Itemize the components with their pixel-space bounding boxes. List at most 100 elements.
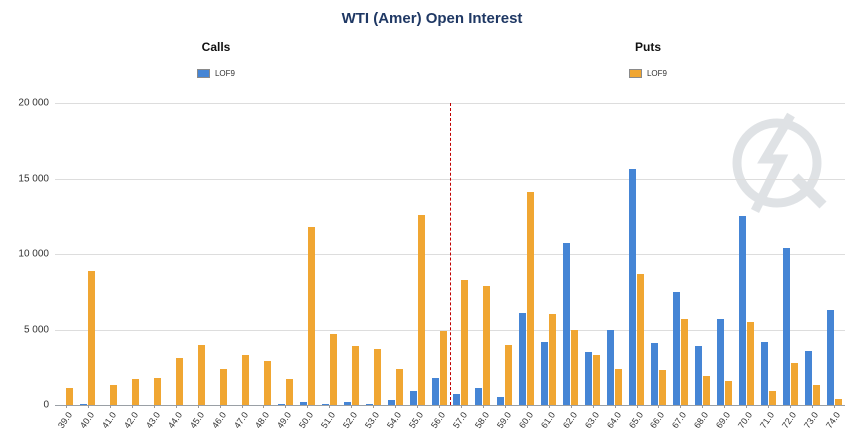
x-tick <box>87 405 89 408</box>
bar-group-56.0 <box>428 103 450 405</box>
bar-puts-42.0 <box>132 379 140 405</box>
puts-legend-group: Puts LOF9 <box>432 40 864 78</box>
bar-puts-63.0 <box>593 355 601 405</box>
x-tick <box>307 405 309 408</box>
bar-group-55.0 <box>406 103 428 405</box>
x-tick <box>812 405 814 408</box>
x-tick <box>636 405 638 408</box>
bar-group-70.0 <box>735 103 757 405</box>
bar-group-64.0 <box>604 103 626 405</box>
bar-group-74.0 <box>823 103 845 405</box>
puts-legend-item[interactable]: LOF9 <box>628 69 667 78</box>
bar-group-60.0 <box>516 103 538 405</box>
bar-calls-66.0 <box>650 343 658 405</box>
bar-calls-73.0 <box>804 350 812 405</box>
legend-row: Calls LOF9 Puts LOF9 <box>0 40 864 78</box>
bar-puts-74.0 <box>834 398 842 405</box>
bar-group-65.0 <box>626 103 648 405</box>
bar-group-47.0 <box>231 103 253 405</box>
x-tick <box>680 405 682 408</box>
bar-puts-46.0 <box>220 368 228 405</box>
bar-puts-49.0 <box>285 379 293 405</box>
bar-calls-68.0 <box>694 346 702 405</box>
x-tick <box>351 405 353 408</box>
bar-group-68.0 <box>691 103 713 405</box>
bar-puts-54.0 <box>395 368 403 405</box>
bar-calls-64.0 <box>607 329 615 405</box>
bar-puts-71.0 <box>768 391 776 405</box>
bar-group-43.0 <box>143 103 165 405</box>
x-tick <box>131 405 133 408</box>
bar-puts-68.0 <box>702 376 710 405</box>
bar-group-67.0 <box>669 103 691 405</box>
bar-group-58.0 <box>472 103 494 405</box>
x-tick <box>526 405 528 408</box>
bar-calls-55.0 <box>409 391 417 405</box>
bar-calls-61.0 <box>541 341 549 405</box>
bar-group-52.0 <box>340 103 362 405</box>
x-tick <box>592 405 594 408</box>
x-tick <box>768 405 770 408</box>
bar-group-41.0 <box>99 103 121 405</box>
bar-puts-53.0 <box>373 349 381 405</box>
bar-puts-43.0 <box>154 377 162 405</box>
calls-legend-item[interactable]: LOF9 <box>196 69 235 78</box>
bar-calls-40.0 <box>80 403 88 405</box>
x-tick <box>197 405 199 408</box>
bar-group-51.0 <box>318 103 340 405</box>
bar-group-44.0 <box>165 103 187 405</box>
bar-puts-56.0 <box>439 331 447 405</box>
x-tick <box>263 405 265 408</box>
bar-calls-65.0 <box>629 169 637 405</box>
x-tick <box>285 405 287 408</box>
bar-group-71.0 <box>757 103 779 405</box>
bar-calls-72.0 <box>782 247 790 405</box>
x-tick <box>439 405 441 408</box>
bar-calls-49.0 <box>277 403 285 405</box>
bar-group-61.0 <box>538 103 560 405</box>
bar-puts-40.0 <box>88 270 96 405</box>
x-tick <box>175 405 177 408</box>
bar-group-62.0 <box>560 103 582 405</box>
bar-calls-70.0 <box>738 216 746 405</box>
bar-puts-65.0 <box>637 273 645 405</box>
calls-swatch <box>196 69 210 78</box>
x-tick <box>373 405 375 408</box>
bar-group-73.0 <box>801 103 823 405</box>
bar-group-42.0 <box>121 103 143 405</box>
bar-calls-63.0 <box>585 352 593 405</box>
bar-calls-60.0 <box>519 312 527 405</box>
bar-puts-59.0 <box>505 344 513 405</box>
bar-group-49.0 <box>274 103 296 405</box>
x-tick <box>417 405 419 408</box>
puts-swatch <box>628 69 642 78</box>
x-tick <box>504 405 506 408</box>
bar-puts-72.0 <box>790 362 798 405</box>
bar-puts-58.0 <box>483 285 491 405</box>
x-tick <box>702 405 704 408</box>
bar-group-69.0 <box>713 103 735 405</box>
y-axis-label: 20 000 <box>18 97 49 109</box>
x-tick <box>548 405 550 408</box>
bar-puts-57.0 <box>461 279 469 405</box>
x-tick <box>834 405 836 408</box>
calls-heading: Calls <box>201 40 231 54</box>
bar-group-46.0 <box>209 103 231 405</box>
x-tick <box>219 405 221 408</box>
bar-group-59.0 <box>494 103 516 405</box>
bar-calls-57.0 <box>453 394 461 405</box>
bar-puts-50.0 <box>307 226 315 405</box>
bar-calls-69.0 <box>716 318 724 405</box>
x-tick <box>724 405 726 408</box>
x-tick <box>153 405 155 408</box>
bar-group-57.0 <box>450 103 472 405</box>
bar-calls-58.0 <box>475 388 483 405</box>
bar-puts-64.0 <box>615 368 623 405</box>
bar-calls-62.0 <box>563 243 571 405</box>
bar-calls-53.0 <box>365 403 373 405</box>
x-tick <box>790 405 792 408</box>
x-tick <box>570 405 572 408</box>
y-axis-label: 10 000 <box>18 248 49 260</box>
x-tick <box>395 405 397 408</box>
